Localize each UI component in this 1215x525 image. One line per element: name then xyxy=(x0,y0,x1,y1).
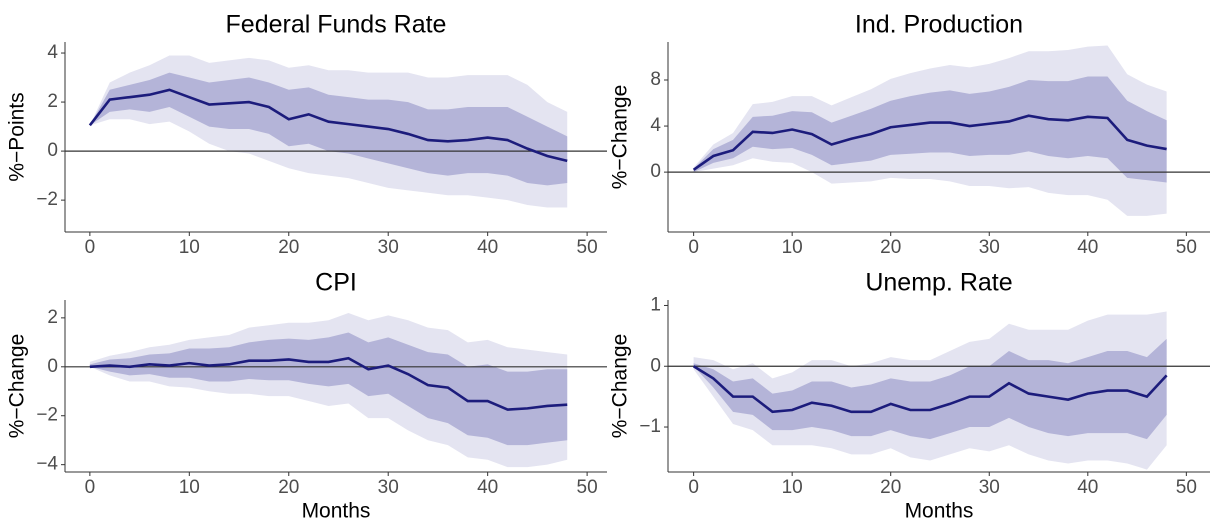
y-tick-label: −4 xyxy=(36,454,58,475)
median-line xyxy=(88,88,568,163)
x-tick-label: 10 xyxy=(179,477,200,498)
x-tick-label: 10 xyxy=(782,477,803,498)
median-line xyxy=(692,114,1167,171)
x-axis-label: Months xyxy=(302,500,371,523)
x-tick-label: 50 xyxy=(1176,237,1197,258)
y-tick-label: 8 xyxy=(650,69,661,90)
confidence-band xyxy=(693,76,1167,183)
x-tick-label: 20 xyxy=(278,477,299,498)
y-tick-label: 0 xyxy=(47,140,58,161)
confidence-band xyxy=(693,338,1167,440)
x-tick-label: 30 xyxy=(378,237,399,258)
panel-title: Unemp. Rate xyxy=(865,269,1012,297)
x-tick-label: 50 xyxy=(577,477,598,498)
x-axis-label: Months xyxy=(905,500,974,523)
panel-title: CPI xyxy=(315,269,357,297)
y-tick-label: 2 xyxy=(47,307,58,328)
panel-title: Ind. Production xyxy=(855,11,1023,39)
y-tick-label: 0 xyxy=(650,355,661,376)
x-tick-label: 30 xyxy=(979,237,1000,258)
median-line xyxy=(89,356,568,411)
x-tick-label: 40 xyxy=(1077,477,1098,498)
x-tick-label: 0 xyxy=(85,477,96,498)
x-tick-label: 50 xyxy=(577,237,598,258)
x-tick-label: 0 xyxy=(688,477,699,498)
x-tick-label: 20 xyxy=(880,477,901,498)
confidence-band xyxy=(89,72,568,186)
confidence-band xyxy=(89,332,568,446)
y-tick-label: 4 xyxy=(650,115,661,136)
y-axis-label: %−Change xyxy=(609,85,632,190)
x-tick-label: 10 xyxy=(782,237,803,258)
x-tick-label: 30 xyxy=(378,477,399,498)
y-tick-label: 4 xyxy=(47,42,58,63)
x-tick-label: 20 xyxy=(880,237,901,258)
y-axis-label: %−Change xyxy=(6,334,29,439)
x-tick-label: 20 xyxy=(278,237,299,258)
x-tick-label: 40 xyxy=(1077,237,1098,258)
panel-title: Federal Funds Rate xyxy=(226,11,447,39)
x-tick-label: 50 xyxy=(1176,477,1197,498)
y-tick-label: 0 xyxy=(47,356,58,377)
y-tick-label: −2 xyxy=(36,189,58,210)
x-tick-label: 0 xyxy=(85,237,96,258)
x-tick-label: 30 xyxy=(979,477,1000,498)
x-tick-label: 40 xyxy=(477,477,498,498)
y-tick-label: 0 xyxy=(650,161,661,182)
x-tick-label: 0 xyxy=(688,237,699,258)
y-axis-label: %−Points xyxy=(6,92,29,181)
y-tick-label: 2 xyxy=(47,91,58,112)
y-axis-label: %−Change xyxy=(609,334,632,439)
median-line xyxy=(692,365,1168,414)
x-tick-label: 10 xyxy=(179,237,200,258)
y-tick-label: −1 xyxy=(639,416,661,437)
x-tick-label: 40 xyxy=(477,237,498,258)
y-tick-label: −2 xyxy=(36,405,58,426)
y-tick-label: 1 xyxy=(650,294,661,315)
